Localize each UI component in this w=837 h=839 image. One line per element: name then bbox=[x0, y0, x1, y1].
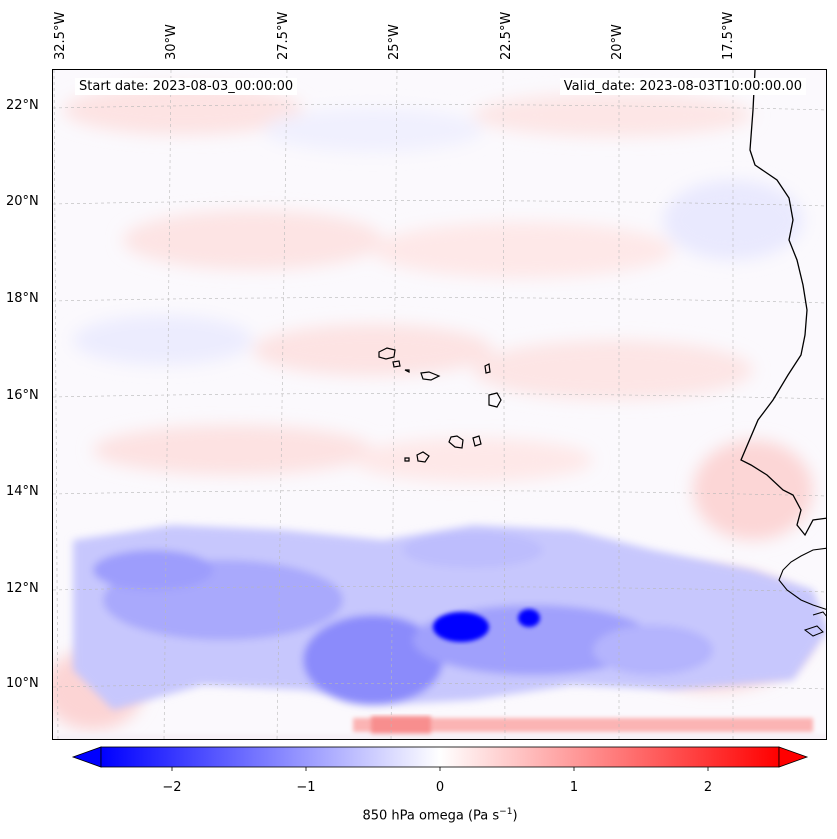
descent-strip bbox=[53, 716, 826, 739]
ascent-cores bbox=[433, 609, 540, 642]
colorbar-tick-label: 1 bbox=[569, 780, 579, 795]
valid-date-label: Valid_date: 2023-08-03T10:00:00.00 bbox=[559, 78, 806, 95]
lat-label-10n: 10°N bbox=[6, 676, 39, 691]
cape-verde-islands bbox=[378, 347, 502, 463]
colorbar-tick-label: 2 bbox=[703, 780, 713, 795]
guinea-coastline bbox=[778, 547, 826, 610]
lat-label-22n: 22°N bbox=[6, 98, 39, 113]
lat-label-16n: 16°N bbox=[6, 388, 39, 403]
colorbar-label-exponent: −1 bbox=[499, 807, 513, 817]
colorbar-label-end: ) bbox=[512, 808, 518, 824]
lat-label-14n: 14°N bbox=[6, 484, 39, 499]
colorbar-label-main: 850 hPa omega (Pa s bbox=[362, 808, 500, 824]
map-panel: Start date: 2023-08-03_00:00:00 Valid_da… bbox=[52, 69, 827, 740]
lat-label-18n: 18°N bbox=[6, 291, 39, 306]
lat-label-20n: 20°N bbox=[6, 194, 39, 209]
colorbar-tick-label: −2 bbox=[162, 780, 182, 795]
colorbar-min-arrow bbox=[71, 746, 102, 768]
colorbar-max-arrow bbox=[778, 746, 809, 768]
start-date-label: Start date: 2023-08-03_00:00:00 bbox=[75, 78, 298, 95]
colorbar-tick-label: −1 bbox=[296, 780, 316, 795]
africa-coastline bbox=[740, 70, 826, 537]
colorbar-tick-label: 0 bbox=[435, 780, 445, 795]
colorbar-label: 850 hPa omega (Pa s−1) bbox=[362, 807, 517, 823]
lat-label-12n: 12°N bbox=[6, 581, 39, 596]
colorbar-gradient bbox=[100, 746, 780, 768]
bissagos-islands bbox=[803, 611, 826, 637]
graticule bbox=[53, 70, 826, 739]
omega-map bbox=[53, 70, 826, 739]
